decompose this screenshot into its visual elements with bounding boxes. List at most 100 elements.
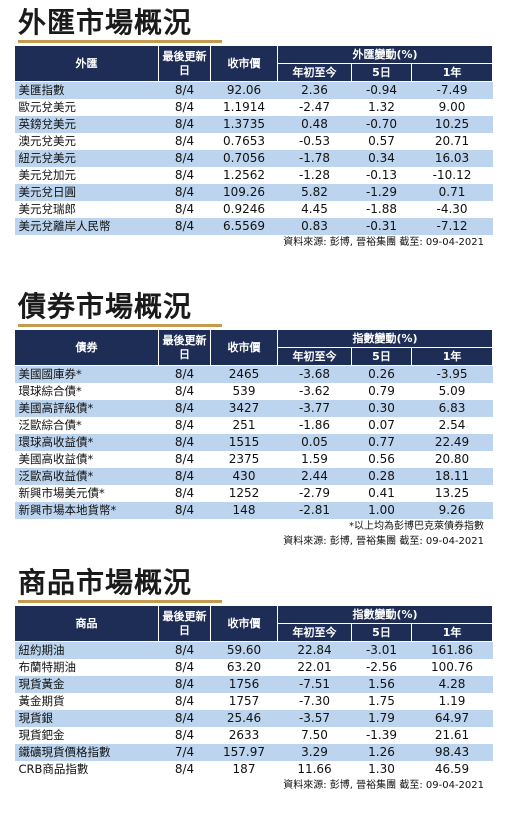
row-ytd-change: 0.83 (277, 218, 352, 235)
row-date: 8/4 (158, 641, 211, 659)
row-1y-change: 6.83 (411, 400, 493, 417)
row-close-price: 109.26 (210, 184, 278, 201)
row-ytd-change: 2.44 (277, 468, 352, 485)
row-name: 英鎊兌美元 (14, 116, 159, 133)
bond-date-header: 最後更新日 (158, 329, 211, 366)
row-close-price: 59.60 (210, 641, 278, 659)
row-name: 布蘭特期油 (14, 659, 159, 676)
row-1y-change: 20.80 (411, 451, 493, 468)
fx-section: 外匯市場概況 外匯 最後更新日 收市價 外匯變動(%) 年初至今 5日 1年 美… (14, 6, 494, 250)
commodity-section: 商品市場概況 商品 最後更新日 收市價 指數變動(%) 年初至今 5日 1年 紐… (14, 566, 494, 793)
fx-table-body: 美匯指數 8/4 92.06 2.36 -0.94 -7.49 歐元兌美元 8/4 1.1914… (14, 81, 493, 235)
row-ytd-change: -3.77 (277, 400, 352, 417)
table-row: 美元兌加元 8/4 1.2562 -1.28 -0.13 -10.12 (14, 167, 493, 184)
row-name: 美元兌日圓 (14, 184, 159, 201)
row-name: 美元兌瑞郎 (14, 201, 159, 218)
row-5d-change: 0.30 (351, 400, 412, 417)
row-name: 美元兌加元 (14, 167, 159, 184)
table-row: CRB商品指數 8/4 187 11.66 1.30 46.59 (14, 761, 493, 778)
row-1y-change: -7.49 (411, 81, 493, 99)
fx-1y-header: 1年 (410, 63, 494, 82)
fx-date-header: 最後更新日 (158, 45, 211, 82)
row-1y-change: -3.95 (411, 365, 493, 383)
row-date: 8/4 (158, 184, 211, 201)
fx-table: 外匯 最後更新日 收市價 外匯變動(%) 年初至今 5日 1年 美匯指數 8/4 9… (14, 45, 494, 235)
row-ytd-change: -2.79 (277, 485, 352, 502)
table-row: 環球高收益債* 8/4 1515 0.05 0.77 22.49 (14, 434, 493, 451)
row-close-price: 1.2562 (210, 167, 278, 184)
row-ytd-change: 5.82 (277, 184, 352, 201)
row-5d-change: -0.94 (351, 81, 412, 99)
row-name: 歐元兌美元 (14, 99, 159, 116)
fx-source: 資料來源: 彭博, 晉裕集團 截至: 09-04-2021 (283, 237, 484, 248)
row-close-price: 539 (210, 383, 278, 400)
row-date: 8/4 (158, 485, 211, 502)
table-row: 歐元兌美元 8/4 1.1914 -2.47 1.32 9.00 (14, 99, 493, 116)
bond-5d-header: 5日 (351, 347, 412, 366)
table-row: 新興市場美元債* 8/4 1252 -2.79 0.41 13.25 (14, 485, 493, 502)
commodity-date-header: 最後更新日 (158, 605, 211, 642)
row-1y-change: 4.28 (411, 676, 493, 693)
row-5d-change: -0.13 (351, 167, 412, 184)
table-row: 紐元兌美元 8/4 0.7056 -1.78 0.34 16.03 (14, 150, 493, 167)
row-name: 新興市場本地貨幣* (14, 502, 159, 519)
row-1y-change: 21.61 (411, 727, 493, 744)
fx-5d-header: 5日 (351, 63, 412, 82)
fx-title: 外匯市場概況 (18, 6, 193, 39)
row-close-price: 1.3735 (210, 116, 278, 133)
row-1y-change: -4.30 (411, 201, 493, 218)
row-date: 8/4 (158, 81, 211, 99)
commodity-price-header: 收市價 (210, 605, 278, 642)
bond-title: 債券市場概況 (18, 290, 193, 323)
row-5d-change: 1.00 (351, 502, 412, 519)
row-close-price: 1756 (210, 676, 278, 693)
row-name: 美匯指數 (14, 81, 159, 99)
commodity-name-header: 商品 (14, 605, 159, 642)
row-name: CRB商品指數 (14, 761, 159, 778)
table-row: 現貨黃金 8/4 1756 -7.51 1.56 4.28 (14, 676, 493, 693)
row-name: 美國國庫券* (14, 365, 159, 383)
bond-section: 債券市場概況 債券 最後更新日 收市價 指數變動(%) 年初至今 5日 1年 美… (14, 290, 494, 549)
row-5d-change: 0.41 (351, 485, 412, 502)
row-1y-change: 20.71 (411, 133, 493, 150)
commodity-change-header: 指數變動(%) (276, 605, 494, 624)
bond-name-header: 債券 (14, 329, 159, 366)
row-date: 8/4 (158, 468, 211, 485)
row-1y-change: 9.26 (411, 502, 493, 519)
row-ytd-change: -2.47 (277, 99, 352, 116)
row-5d-change: 0.56 (351, 451, 412, 468)
row-date: 8/4 (158, 727, 211, 744)
row-close-price: 148 (210, 502, 278, 519)
table-row: 澳元兌美元 8/4 0.7653 -0.53 0.57 20.71 (14, 133, 493, 150)
row-1y-change: 2.54 (411, 417, 493, 434)
table-row: 美匯指數 8/4 92.06 2.36 -0.94 -7.49 (14, 81, 493, 99)
row-5d-change: -1.88 (351, 201, 412, 218)
row-ytd-change: -3.57 (277, 710, 352, 727)
row-name: 紐約期油 (14, 641, 159, 659)
row-close-price: 63.20 (210, 659, 278, 676)
row-5d-change: 1.56 (351, 676, 412, 693)
row-name: 鐵礦現貨價格指數 (14, 744, 159, 761)
row-1y-change: 13.25 (411, 485, 493, 502)
row-5d-change: 0.34 (351, 150, 412, 167)
bond-table: 債券 最後更新日 收市價 指數變動(%) 年初至今 5日 1年 美國國庫券* 8/… (14, 329, 494, 519)
row-close-price: 1.1914 (210, 99, 278, 116)
row-ytd-change: -0.53 (277, 133, 352, 150)
table-row: 環球綜合債* 8/4 539 -3.62 0.79 5.09 (14, 383, 493, 400)
row-name: 泛歐高收益債* (14, 468, 159, 485)
row-5d-change: 1.75 (351, 693, 412, 710)
row-5d-change: 0.26 (351, 365, 412, 383)
row-1y-change: 100.76 (411, 659, 493, 676)
table-row: 新興市場本地貨幣* 8/4 148 -2.81 1.00 9.26 (14, 502, 493, 519)
table-row: 紐約期油 8/4 59.60 22.84 -3.01 161.86 (14, 641, 493, 659)
fx-change-header: 外匯變動(%) (276, 45, 494, 64)
row-1y-change: 1.19 (411, 693, 493, 710)
row-ytd-change: -1.28 (277, 167, 352, 184)
row-date: 8/4 (158, 434, 211, 451)
row-ytd-change: -3.62 (277, 383, 352, 400)
bond-source: 資料來源: 彭博, 晉裕集團 截至: 09-04-2021 (283, 536, 484, 547)
row-close-price: 0.7653 (210, 133, 278, 150)
row-date: 8/4 (158, 710, 211, 727)
row-date: 8/4 (158, 201, 211, 218)
commodity-table: 商品 最後更新日 收市價 指數變動(%) 年初至今 5日 1年 紐約期油 8/4 5… (14, 605, 494, 778)
